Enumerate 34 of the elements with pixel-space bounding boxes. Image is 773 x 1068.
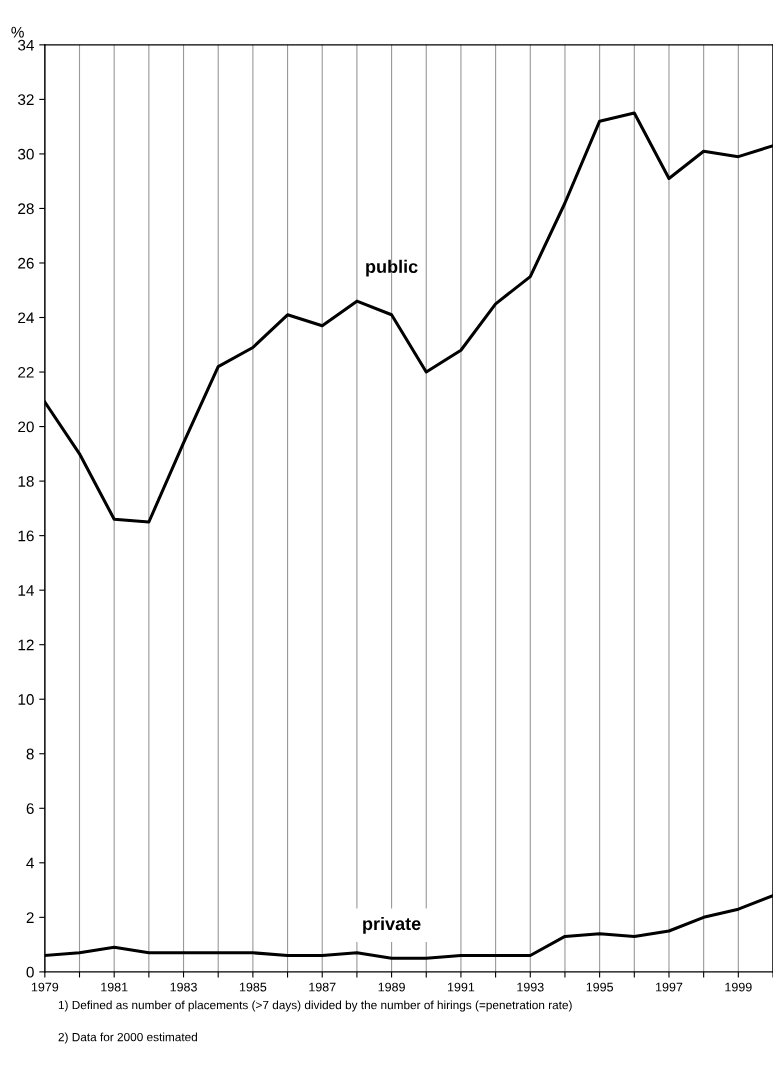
y-tick-label: 16: [18, 530, 34, 542]
text: 2) Data for 2000 estimated: [58, 1032, 197, 1044]
x-tick-label: 1981: [101, 982, 128, 992]
y-tick-label: 8: [26, 748, 34, 760]
y-tick-label: 28: [18, 203, 34, 215]
x-tick-label: 1993: [517, 982, 544, 992]
y-tick-label: 20: [18, 421, 34, 433]
y-tick-label: 18: [18, 475, 34, 487]
x-tick-label: 1985: [239, 982, 267, 992]
x-tick-label: 1987: [309, 982, 336, 992]
y-tick-label: 22: [18, 366, 34, 378]
x-tick-label: 1995: [586, 982, 614, 992]
y-tick-label: 10: [18, 694, 34, 705]
y-tick-label: 30: [18, 148, 34, 160]
y-tick-label: 14: [18, 585, 34, 596]
y-tick-label: 4: [26, 857, 34, 869]
y-tick-label: 32: [18, 94, 34, 106]
y-tick-label: 6: [26, 803, 34, 814]
x-tick-label: 1991: [447, 982, 475, 992]
x-tick-label: 1997: [656, 982, 683, 992]
series-label: public: [366, 259, 418, 277]
x-tick-label: 1983: [170, 982, 197, 992]
y-tick-label: 26: [18, 257, 34, 269]
y-tick-label: 0: [26, 966, 34, 978]
y-tick-label: 24: [18, 312, 34, 324]
series-label: private: [363, 916, 421, 934]
text: 1) Defined as number of placements (>7 days) divided by the number of hirings (=penetration rate): [58, 1000, 572, 1012]
y-tick-label: 34: [18, 39, 34, 51]
x-tick-label: 1999: [725, 982, 752, 992]
y-axis-title: %: [11, 26, 24, 38]
y-tick-label: 12: [18, 639, 34, 651]
y-tick-label: 2: [26, 912, 34, 923]
x-tick-label: 1989: [378, 982, 405, 992]
x-tick-label: 1979: [31, 982, 59, 992]
